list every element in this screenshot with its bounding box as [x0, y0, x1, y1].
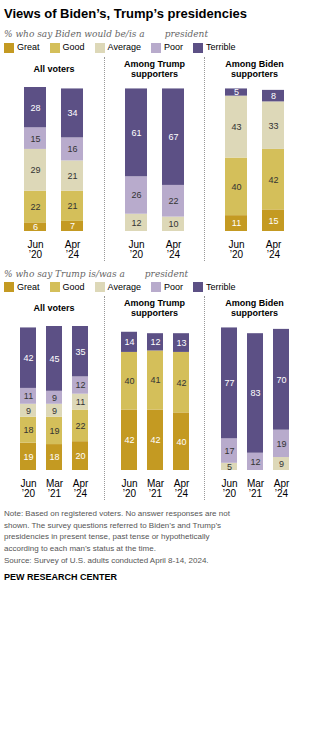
- svg-text:83: 83: [250, 389, 260, 399]
- html-text:Average: Average: [107, 42, 141, 52]
- svg-text:Apr’24: Apr’24: [166, 238, 182, 259]
- svg-text:Apr’24: Apr’24: [73, 478, 89, 499]
- svg-text:22: 22: [168, 196, 178, 206]
- html-text:Views of Biden’s, Trump’s pres: Views of Biden’s, Trump’s presidencies: [4, 6, 247, 21]
- html-text:Good: Good: [62, 281, 85, 292]
- svg-text:Mar’21: Mar’21: [147, 478, 165, 499]
- svg-text:21: 21: [67, 171, 77, 181]
- svg-text:42: 42: [176, 378, 186, 388]
- svg-text:19: 19: [49, 426, 59, 436]
- html-text:Poor: Poor: [163, 281, 183, 292]
- html-text:Great: Great: [17, 281, 40, 292]
- svg-text:Jun’20: Jun’20: [20, 478, 36, 499]
- svg-text:40: 40: [124, 376, 134, 386]
- svg-text:77: 77: [224, 379, 234, 389]
- svg-text:10: 10: [168, 219, 178, 229]
- svg-text:18: 18: [23, 425, 33, 435]
- html-text:Note: Based on registered vote: Note: Based on registered voters. No ans…: [4, 509, 230, 565]
- svg-text:17: 17: [224, 446, 234, 456]
- svg-text:42: 42: [150, 435, 160, 445]
- svg-text:Jun’20: Jun’20: [121, 478, 137, 499]
- svg-text:43: 43: [231, 122, 241, 132]
- svg-text:12: 12: [131, 217, 141, 227]
- svg-text:Jun’20: Jun’20: [27, 238, 43, 259]
- svg-text:11: 11: [24, 391, 33, 401]
- html-text:Terrible: Terrible: [205, 281, 236, 292]
- svg-text:20: 20: [75, 451, 85, 461]
- svg-text:6: 6: [33, 222, 38, 232]
- svg-text:40: 40: [231, 181, 241, 191]
- svg-text:13: 13: [176, 338, 186, 348]
- svg-text:28: 28: [30, 102, 40, 112]
- svg-text:Apr’24: Apr’24: [65, 238, 81, 259]
- html-text:Among Biden supporters: Among Biden supporters: [225, 58, 284, 79]
- svg-text:9: 9: [52, 393, 57, 403]
- svg-text:22: 22: [30, 202, 40, 212]
- svg-text:42: 42: [124, 435, 134, 445]
- svg-text:45: 45: [49, 354, 59, 364]
- svg-text:Apr’24: Apr’24: [174, 478, 190, 499]
- svg-text:9: 9: [26, 406, 31, 416]
- html-text:% who say Trump is/was a presi: % who say Trump is/was a president: [4, 268, 189, 279]
- html-text:Among Trump supporters: Among Trump supporters: [124, 298, 185, 319]
- svg-text:Jun’20: Jun’20: [221, 478, 237, 499]
- svg-text:21: 21: [67, 201, 77, 211]
- svg-text:70: 70: [276, 375, 286, 385]
- svg-text:Mar’21: Mar’21: [247, 478, 265, 499]
- svg-text:42: 42: [23, 353, 33, 363]
- svg-text:41: 41: [150, 376, 160, 386]
- html-text:Among Biden supporters: Among Biden supporters: [225, 298, 284, 319]
- svg-text:9: 9: [279, 459, 284, 469]
- svg-text:12: 12: [75, 381, 85, 391]
- svg-text:16: 16: [67, 144, 77, 154]
- svg-text:34: 34: [67, 108, 77, 118]
- html-text:Terrible: Terrible: [205, 42, 236, 52]
- html-text:All voters: All voters: [33, 63, 75, 74]
- html-text:PEW RESEARCH CENTER: PEW RESEARCH CENTER: [4, 572, 117, 583]
- svg-text:19: 19: [23, 452, 33, 462]
- svg-text:Apr’24: Apr’24: [266, 238, 282, 259]
- svg-text:Apr’24: Apr’24: [274, 478, 290, 499]
- svg-text:5: 5: [234, 87, 239, 97]
- svg-text:42: 42: [268, 174, 278, 184]
- html-text:Good: Good: [62, 42, 85, 52]
- svg-text:8: 8: [271, 91, 276, 101]
- svg-text:Mar’21: Mar’21: [46, 478, 64, 499]
- svg-text:9: 9: [52, 406, 57, 416]
- html-text:% who say Biden would be/is a: % who say Biden would be/is a president: [4, 29, 208, 39]
- svg-text:35: 35: [75, 347, 85, 357]
- svg-text:15: 15: [30, 133, 40, 143]
- svg-text:67: 67: [168, 132, 178, 142]
- svg-text:5: 5: [227, 462, 232, 472]
- svg-text:33: 33: [268, 120, 278, 130]
- svg-text:40: 40: [176, 437, 186, 447]
- svg-text:18: 18: [49, 453, 59, 463]
- svg-text:11: 11: [76, 397, 85, 407]
- svg-text:22: 22: [75, 421, 85, 431]
- html-text:Among Trump supporters: Among Trump supporters: [124, 58, 185, 79]
- svg-text:61: 61: [131, 127, 141, 137]
- html-text:All voters: All voters: [33, 303, 75, 314]
- svg-text:15: 15: [268, 215, 278, 225]
- svg-text:Jun’20: Jun’20: [128, 238, 144, 259]
- svg-text:11: 11: [232, 218, 241, 228]
- svg-text:7: 7: [70, 221, 75, 231]
- svg-text:Jun’20: Jun’20: [228, 238, 244, 259]
- svg-text:26: 26: [131, 190, 141, 200]
- html-text:Poor: Poor: [163, 42, 183, 52]
- svg-text:19: 19: [276, 439, 286, 449]
- svg-text:29: 29: [30, 165, 40, 175]
- svg-text:14: 14: [124, 337, 134, 347]
- svg-text:12: 12: [150, 337, 160, 347]
- html-text:Great: Great: [17, 42, 40, 52]
- svg-text:12: 12: [250, 457, 260, 467]
- html-text:Average: Average: [107, 281, 141, 292]
